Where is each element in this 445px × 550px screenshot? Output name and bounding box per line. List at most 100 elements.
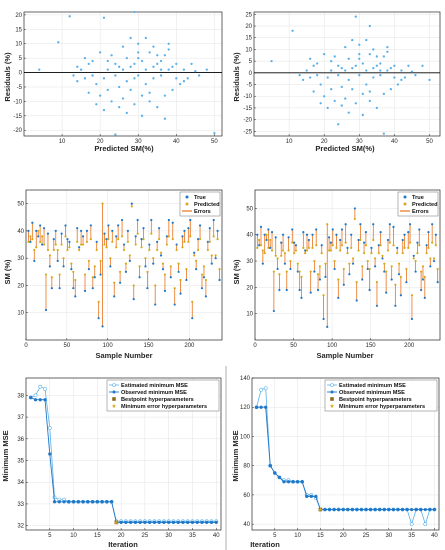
predicted-point (210, 254, 213, 257)
data-point (340, 85, 343, 89)
observed-mse-point (396, 507, 400, 512)
true-point (283, 262, 287, 265)
predicted-point (216, 237, 219, 241)
true-point (375, 304, 379, 307)
true-point (280, 241, 283, 244)
tick-label-x: 20 (321, 139, 328, 145)
data-point (344, 69, 347, 72)
data-point (171, 88, 174, 92)
predicted-point (283, 252, 287, 255)
true-point (206, 240, 209, 243)
true-point (408, 223, 412, 226)
true-point (331, 228, 334, 231)
data-point (340, 104, 343, 107)
predicted-point (344, 241, 347, 244)
legend-entry: Minimum error hyperparameters (121, 404, 207, 410)
data-point (144, 82, 147, 86)
axes-frame (23, 11, 223, 137)
predicted-point (272, 270, 275, 273)
predicted-point (128, 254, 131, 257)
data-point (393, 64, 396, 67)
true-point (421, 278, 425, 281)
data-point (382, 55, 385, 58)
true-point (346, 246, 349, 249)
true-point (212, 218, 215, 222)
predicted-point (107, 237, 110, 241)
data-point (337, 64, 340, 67)
tick-label-x: 30 (135, 139, 142, 145)
predicted-point (58, 273, 61, 276)
predicted-point (414, 259, 417, 263)
tick-label-x: 40 (391, 139, 398, 145)
plot-area (24, 12, 222, 136)
true-point (383, 270, 386, 273)
legend-marker-min-error (329, 403, 335, 408)
observed-mse-point (264, 405, 268, 409)
estimated-mse-line (30, 386, 217, 522)
data-point (152, 77, 155, 80)
data-point (137, 74, 140, 77)
observed-mse-point (95, 500, 99, 504)
true-point (138, 276, 141, 279)
true-point (337, 296, 340, 299)
predicted-point (302, 246, 305, 249)
true-point (85, 229, 89, 233)
data-point (114, 74, 117, 77)
true-point (146, 287, 149, 290)
predicted-point (81, 243, 85, 246)
data-point (213, 131, 216, 135)
data-point (156, 106, 159, 109)
predicted-point (309, 270, 312, 273)
predicted-point (405, 267, 408, 271)
tick-label-x: 150 (366, 343, 377, 349)
observed-mse-point (76, 500, 80, 504)
axis-label-y-residuals-left: Residuals (%) (3, 52, 12, 102)
data-point (365, 69, 368, 72)
tick-label-x: 15 (94, 533, 101, 539)
observed-mse-line (30, 397, 217, 523)
data-point (421, 64, 424, 67)
true-point (46, 232, 50, 235)
predicted-point (335, 246, 338, 249)
data-point (389, 67, 393, 70)
true-point (351, 262, 355, 265)
true-point (285, 288, 288, 292)
predicted-point (191, 300, 194, 303)
tick-label-y: 50 (17, 202, 24, 208)
predicted-point (368, 267, 371, 271)
tick-label-x: 10 (294, 533, 301, 539)
tick-label-x: 50 (290, 343, 297, 349)
predicted-point (173, 287, 176, 290)
tick-label-y: -15 (13, 114, 22, 120)
legend-box (106, 379, 220, 412)
estimated-mse-point (259, 387, 264, 392)
data-point (144, 36, 147, 40)
data-point (351, 67, 354, 70)
tick-label-y: 15 (245, 36, 252, 42)
true-point (167, 218, 170, 222)
observed-mse-point (33, 398, 38, 402)
data-point (102, 16, 106, 19)
true-point (436, 281, 439, 284)
predicted-point (289, 259, 292, 263)
legend-entry: Observed minimum MSE (339, 390, 405, 396)
true-point (293, 241, 296, 244)
tick-label-x: 35 (189, 533, 196, 539)
observed-mse-point (350, 507, 354, 512)
predicted-point (377, 252, 380, 255)
axis-label-x-residuals-right: Predicted SM(%) (315, 144, 375, 153)
data-point (95, 82, 98, 86)
true-point (311, 233, 314, 236)
observed-mse-point (277, 475, 281, 479)
true-point (148, 243, 151, 246)
legend-box (324, 379, 438, 412)
predicted-point (31, 237, 34, 241)
predicted-point (375, 281, 379, 284)
true-point (130, 202, 133, 205)
true-point (397, 273, 401, 276)
observed-mse-point (323, 507, 327, 512)
predicted-point (421, 265, 425, 268)
true-point (68, 240, 71, 243)
predicted-point (366, 259, 369, 263)
